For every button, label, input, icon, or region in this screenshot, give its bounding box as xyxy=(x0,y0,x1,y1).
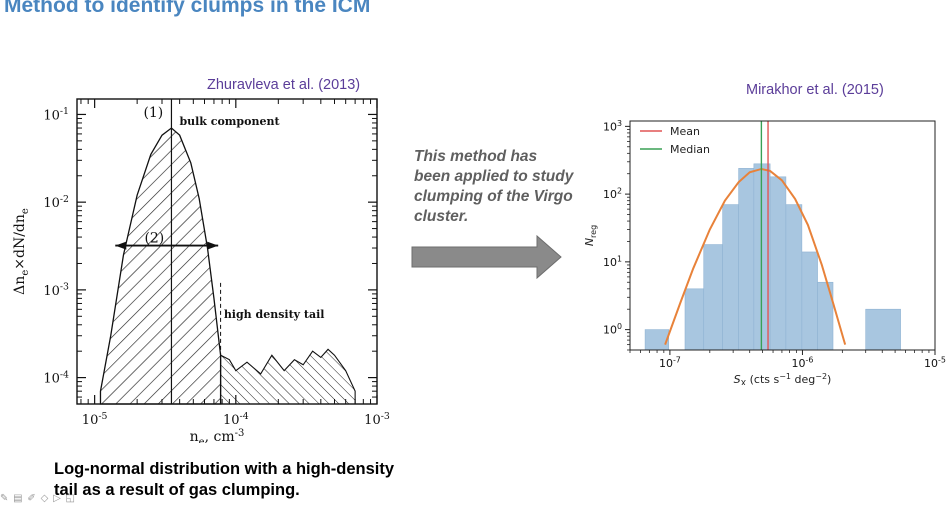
histogram-bar xyxy=(769,176,787,351)
histogram-bar xyxy=(722,204,739,351)
histogram-bar xyxy=(703,244,723,351)
bulk-component-area xyxy=(99,127,222,405)
right-arrow-icon xyxy=(411,234,563,280)
x-tick-label: 10-4 xyxy=(223,411,249,428)
annotation-2: (2) xyxy=(144,231,164,247)
density-distribution-figure: (1) (2) bulk component high density tail 10-… xyxy=(0,95,390,448)
high-density-tail-area xyxy=(220,348,356,405)
histogram-bar xyxy=(738,168,755,351)
y-tick-label: 10-2 xyxy=(43,194,69,211)
legend-mean-label: Mean xyxy=(670,125,700,138)
y-tick-label: 10-4 xyxy=(43,369,69,386)
y-axis-label: Δne×dN/dne xyxy=(12,208,31,295)
edit-icon[interactable]: ✎ xyxy=(0,493,9,504)
presentation-toolbar: ✎ ▤ ✐ ◇ ▷ ◱ xyxy=(0,493,77,507)
x-tick-label: 10-6 xyxy=(792,356,814,370)
surface-brightness-histogram: 10-7 10-6 10-5 100 101 102 103 Mean Median SX (ct… xyxy=(583,119,946,388)
x-tick-label: 10-5 xyxy=(82,411,108,428)
y-tick-label: 10-1 xyxy=(43,106,69,123)
width-marker-right-arrow xyxy=(207,241,219,250)
y-tick-label: 103 xyxy=(603,119,622,133)
plot-frame xyxy=(629,120,936,351)
annotation-1: (1) xyxy=(143,105,163,121)
histogram-bar xyxy=(865,308,901,351)
y-tick-label: 10-3 xyxy=(43,282,69,299)
y-axis-label: Nreg xyxy=(583,225,598,246)
camera-icon[interactable]: ◱ xyxy=(65,493,75,504)
x-tick-label: 10-5 xyxy=(924,356,946,370)
legend-median-label: Median xyxy=(670,143,710,156)
slide-title: Method to identify clumps in the ICM xyxy=(4,0,371,17)
density-distribution-chart: (1) (2) bulk component high density tail 10-… xyxy=(12,98,390,448)
x-tick-label: 10-3 xyxy=(364,411,390,428)
histogram-bar xyxy=(684,288,705,351)
y-tick-label: 102 xyxy=(603,187,622,201)
x-axis-label: SX (cts s−1 deg−2) xyxy=(734,372,832,385)
histogram-bar xyxy=(801,251,818,351)
left-citation: Zhuravleva et al. (2013) xyxy=(207,77,361,93)
x-tick-label: 10-7 xyxy=(659,356,681,370)
width-marker-left-arrow xyxy=(115,241,127,250)
method-note: This method has been applied to study cl… xyxy=(414,148,574,225)
histogram-bar xyxy=(644,329,670,351)
surface-brightness-histogram-figure: 10-7 10-6 10-5 100 101 102 103 Mean Median SX (ct… xyxy=(579,103,950,388)
pen-icon[interactable]: ✐ xyxy=(27,493,36,504)
histogram-bar xyxy=(785,204,803,351)
annotation-bulk-component: bulk component xyxy=(179,115,280,128)
figure-caption: Log-normal distribution with a high-dens… xyxy=(54,460,395,499)
slides-icon[interactable]: ▤ xyxy=(13,493,23,504)
x-axis-label: ne, cm-3 xyxy=(190,428,245,443)
y-tick-label: 101 xyxy=(603,254,622,268)
right-citation: Mirakhor et al. (2015) xyxy=(746,82,884,98)
pointer-icon[interactable]: ◇ xyxy=(40,493,49,504)
y-tick-label: 100 xyxy=(603,322,622,336)
play-icon[interactable]: ▷ xyxy=(53,493,61,504)
annotation-high-density-tail: high density tail xyxy=(224,308,325,321)
